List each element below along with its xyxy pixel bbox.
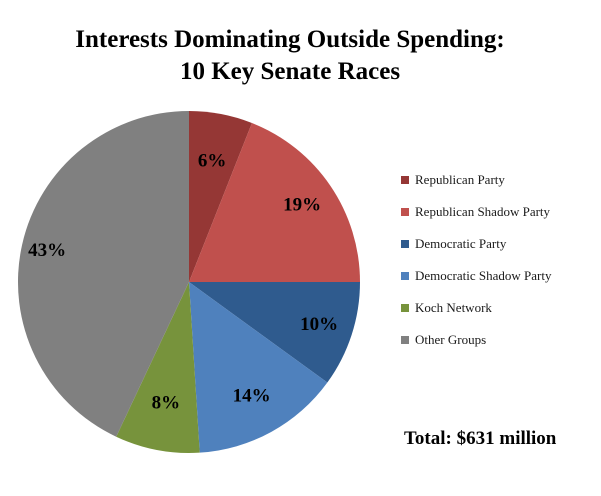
legend-swatch (401, 336, 409, 344)
chart-title-line-1: Interests Dominating Outside Spending: (75, 26, 505, 53)
pie-slices (17, 111, 360, 453)
legend-swatch (401, 176, 409, 184)
total-annotation: Total: $631 million (404, 428, 557, 449)
legend-label: Republican Shadow Party (415, 204, 551, 219)
pie-slice-other-groups (17, 111, 190, 437)
pie-data-labels: 6% 19% 10% 14% 8% 43% (28, 151, 338, 414)
legend-item: Democratic Shadow Party (401, 260, 551, 292)
pie-slice-democratic-shadow-party (189, 282, 328, 453)
legend-item: Republican Shadow Party (401, 196, 551, 228)
slice-value-label: 43% (28, 240, 66, 261)
legend-item: Republican Party (401, 164, 551, 196)
slice-value-label: 6% (198, 151, 227, 172)
legend-label: Republican Party (415, 172, 505, 187)
slice-value-label: 14% (233, 385, 271, 406)
legend-label: Democratic Shadow Party (415, 268, 552, 283)
pie-slice-republican-party (189, 111, 252, 282)
legend: Republican Party Republican Shadow Party D… (401, 164, 551, 356)
legend-label: Other Groups (415, 332, 487, 347)
legend-item: Koch Network (401, 292, 551, 324)
legend-swatch (401, 304, 409, 312)
legend-label: Koch Network (415, 300, 492, 315)
legend-swatch (401, 208, 409, 216)
pie-slice-democratic-party (189, 282, 360, 383)
legend-swatch (401, 272, 409, 280)
slice-value-label: 10% (300, 314, 338, 335)
chart-title: Interests Dominating Outside Spending: 1… (0, 24, 580, 88)
pie-slice-republican-shadow-party (189, 123, 360, 282)
legend-swatch (401, 240, 409, 248)
pie-slice-koch-network (116, 282, 200, 453)
slice-value-label: 19% (283, 195, 321, 216)
legend-label: Democratic Party (415, 236, 507, 251)
legend-item: Democratic Party (401, 228, 551, 260)
slice-value-label: 8% (152, 392, 181, 413)
chart-title-line-2: 10 Key Senate Races (179, 58, 401, 85)
legend-item: Other Groups (401, 324, 551, 356)
